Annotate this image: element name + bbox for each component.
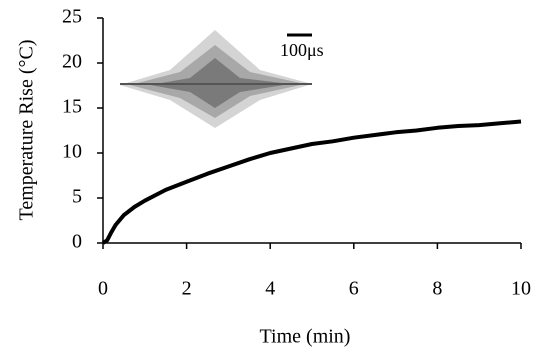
inset-scale-label: 100μs	[280, 40, 324, 60]
x-tick-label: 4	[265, 278, 275, 300]
x-tick-label: 0	[98, 278, 108, 300]
x-axis-title: Time (min)	[260, 326, 351, 348]
x-tick-label: 10	[511, 278, 531, 300]
chart: 100μs Time (min) Temperature Rise (°C) 0…	[0, 0, 539, 356]
y-axis-title: Temperature Rise (°C)	[16, 40, 38, 221]
x-tick-label: 8	[432, 278, 442, 300]
y-tick-label: 0	[72, 231, 82, 253]
y-tick-label: 20	[62, 51, 82, 73]
y-tick-label: 5	[72, 186, 82, 208]
data-line	[103, 122, 521, 244]
y-tick-label: 10	[62, 141, 82, 163]
page: 100μs Time (min) Temperature Rise (°C) 0…	[0, 0, 539, 356]
y-tick-label: 15	[62, 96, 82, 118]
y-tick-label: 25	[62, 6, 82, 28]
x-tick-label: 6	[349, 278, 359, 300]
x-tick-label: 2	[182, 278, 192, 300]
